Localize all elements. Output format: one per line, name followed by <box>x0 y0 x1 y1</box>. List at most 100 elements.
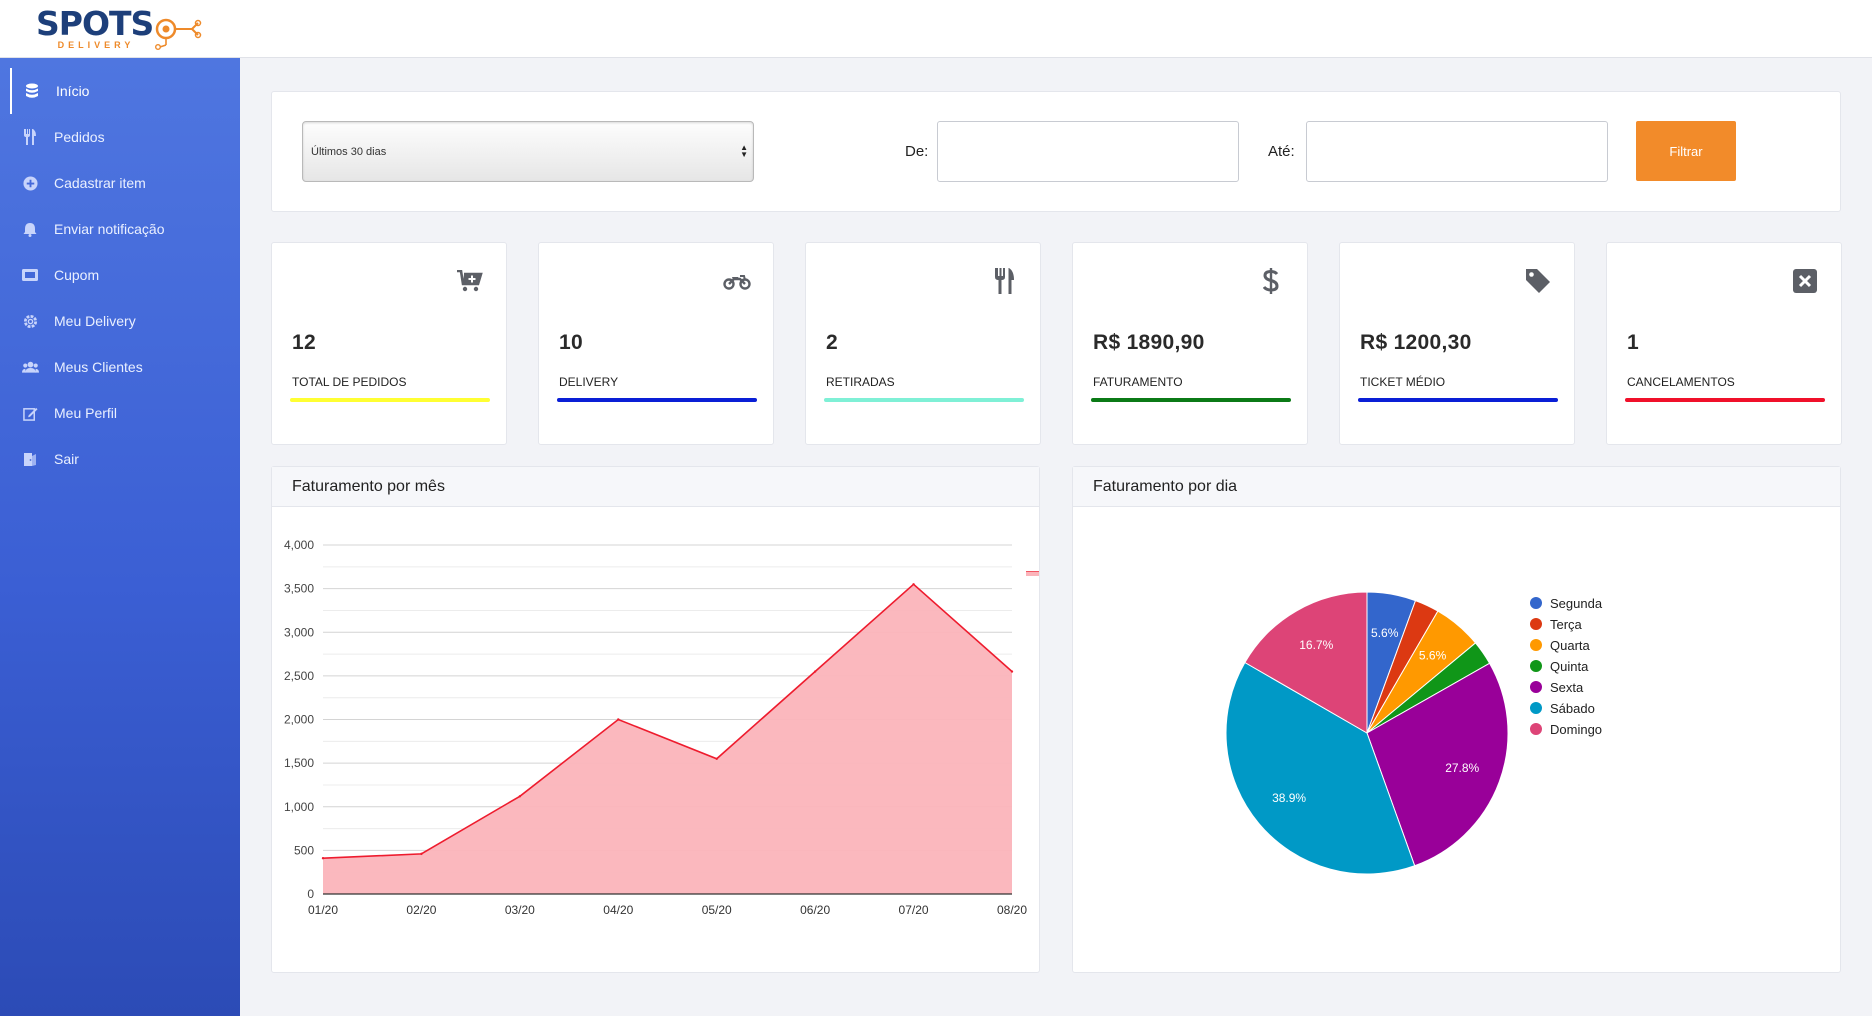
stat-card-faturamento: R$ 1890,90 FATURAMENTO <box>1072 242 1308 445</box>
filter-button[interactable]: Filtrar <box>1636 121 1736 181</box>
data-point <box>813 670 817 673</box>
database-icon <box>22 81 42 101</box>
sidebar-item-enviar-notificacao[interactable]: Enviar notificação <box>10 206 240 252</box>
x-tick-label: 07/20 <box>899 903 929 917</box>
stat-value: R$ 1890,90 <box>1093 331 1205 354</box>
data-point <box>715 757 718 760</box>
brand-name: SPOTS <box>36 4 154 43</box>
slice-label: 38.9% <box>1272 791 1306 805</box>
daily-revenue-card: Faturamento por dia 5.6% 5.6% 27.8% 38.9% 16… <box>1072 466 1841 973</box>
sidebar-item-meu-delivery[interactable]: Meu Delivery <box>10 298 240 344</box>
sidebar-item-meu-perfil[interactable]: Meu Perfil <box>10 390 240 436</box>
stat-card-cancelamentos: 1 CANCELAMENTOS <box>1606 242 1842 445</box>
data-point <box>912 583 915 586</box>
y-tick-label: 2,500 <box>284 669 314 683</box>
x-tick-label: 03/20 <box>505 903 535 917</box>
sidebar-item-label: Pedidos <box>54 129 105 145</box>
legend-swatch-fill <box>1026 572 1039 576</box>
legend-label: Sexta <box>1550 680 1584 695</box>
stat-color-bar <box>1358 398 1558 402</box>
stat-label: DELIVERY <box>559 375 619 389</box>
data-point <box>518 795 522 798</box>
stat-color-bar <box>1091 398 1291 402</box>
sidebar-item-sair[interactable]: Sair <box>10 436 240 482</box>
y-tick-label: 500 <box>294 843 314 857</box>
series-line <box>322 583 1013 860</box>
stat-color-bar <box>1625 398 1825 402</box>
slice-label: 16.7% <box>1299 638 1333 652</box>
y-tick-label: 1,000 <box>284 800 314 814</box>
stat-value: R$ 1200,30 <box>1360 331 1472 354</box>
stat-card-retiradas: 2 RETIRADAS <box>805 242 1041 445</box>
legend-marker <box>1530 660 1542 672</box>
sidebar-item-inicio[interactable]: Início <box>10 68 240 114</box>
y-tick-label: 3,000 <box>284 625 314 639</box>
stat-color-bar <box>557 398 757 402</box>
data-point <box>617 718 620 721</box>
stat-value: 1 <box>1627 331 1639 354</box>
edit-icon <box>20 403 40 423</box>
utensils-icon <box>20 127 40 147</box>
sidebar: Início Pedidos Cadastrar item Enviar not… <box>0 58 240 1016</box>
legend-marker <box>1530 597 1542 609</box>
legend-label: Segunda <box>1550 596 1603 611</box>
stat-color-bar <box>824 398 1024 402</box>
sidebar-item-label: Meus Clientes <box>54 359 143 375</box>
slice-label: 5.6% <box>1419 649 1447 663</box>
legend-label: Domingo <box>1550 722 1602 737</box>
dollar-icon <box>1257 267 1285 295</box>
x-tick-label: 08/20 <box>997 903 1027 917</box>
select-arrows-icon: ▲ ▼ <box>740 143 748 159</box>
pie-slice <box>1225 661 1416 875</box>
stat-label: TICKET MÉDIO <box>1360 375 1446 389</box>
sidebar-item-label: Cupom <box>54 267 100 283</box>
daily-revenue-chart: 5.6% 5.6% 27.8% 38.9% 16.7% Segunda Terça Quart… <box>1225 591 1603 875</box>
y-tick-label: 2,000 <box>284 713 314 727</box>
sidebar-item-label: Cadastrar item <box>54 175 146 191</box>
stat-label: FATURAMENTO <box>1093 375 1183 389</box>
data-point <box>420 852 423 856</box>
x-tick-label: 02/20 <box>406 903 436 917</box>
utensils-icon <box>990 267 1018 295</box>
legend-label: Terça <box>1550 617 1583 632</box>
brand-logo[interactable]: SPOTS DELIVERY <box>36 6 206 52</box>
sidebar-item-label: Meu Delivery <box>54 313 136 329</box>
filter-panel: Últimos 30 dias ▲ ▼ De: Até: Filtrar <box>271 91 1841 212</box>
monthly-revenue-card: Faturamento por mês 0 500 1,000 1,500 2,000 2… <box>271 466 1040 973</box>
data-point <box>321 857 325 860</box>
x-tick-label: 05/20 <box>702 903 732 917</box>
pie-slice <box>1366 662 1509 867</box>
sidebar-item-label: Meu Perfil <box>54 405 118 421</box>
users-icon <box>20 357 40 377</box>
period-select-value: Últimos 30 dias <box>311 145 387 158</box>
sidebar-item-meus-clientes[interactable]: Meus Clientes <box>10 344 240 390</box>
to-date-input[interactable] <box>1306 121 1608 182</box>
close-box-icon <box>1791 267 1819 295</box>
logout-icon <box>20 449 40 469</box>
legend-label: Quinta <box>1550 659 1589 674</box>
legend-marker <box>1530 702 1542 714</box>
sidebar-item-cupom[interactable]: Cupom <box>10 252 240 298</box>
x-tick-label: 04/20 <box>603 903 633 917</box>
x-tick-label: 01/20 <box>308 903 338 917</box>
chart-title: Faturamento por mês <box>272 467 1039 507</box>
stat-value: 12 <box>292 331 316 354</box>
period-select[interactable]: Últimos 30 dias ▲ ▼ <box>302 121 754 182</box>
pie-slice <box>1244 591 1368 734</box>
slice-label: 27.8% <box>1445 761 1479 775</box>
logo-orbit-icon <box>154 18 202 51</box>
from-date-input[interactable] <box>937 121 1239 182</box>
stat-label: CANCELAMENTOS <box>1627 375 1735 389</box>
sidebar-item-cadastrar-item[interactable]: Cadastrar item <box>10 160 240 206</box>
stat-color-bar <box>290 398 490 402</box>
stat-label: RETIRADAS <box>826 375 895 389</box>
stat-value: 10 <box>559 331 583 354</box>
sidebar-item-label: Enviar notificação <box>54 221 165 237</box>
stat-card-total-pedidos: 12 TOTAL DE PEDIDOS <box>271 242 507 445</box>
legend-marker <box>1530 618 1542 630</box>
slice-label: 5.6% <box>1371 626 1399 640</box>
legend-label: Sábado <box>1550 701 1595 716</box>
top-bar: SPOTS DELIVERY <box>0 0 1872 58</box>
sidebar-item-pedidos[interactable]: Pedidos <box>10 114 240 160</box>
legend-label: Quarta <box>1550 638 1591 653</box>
